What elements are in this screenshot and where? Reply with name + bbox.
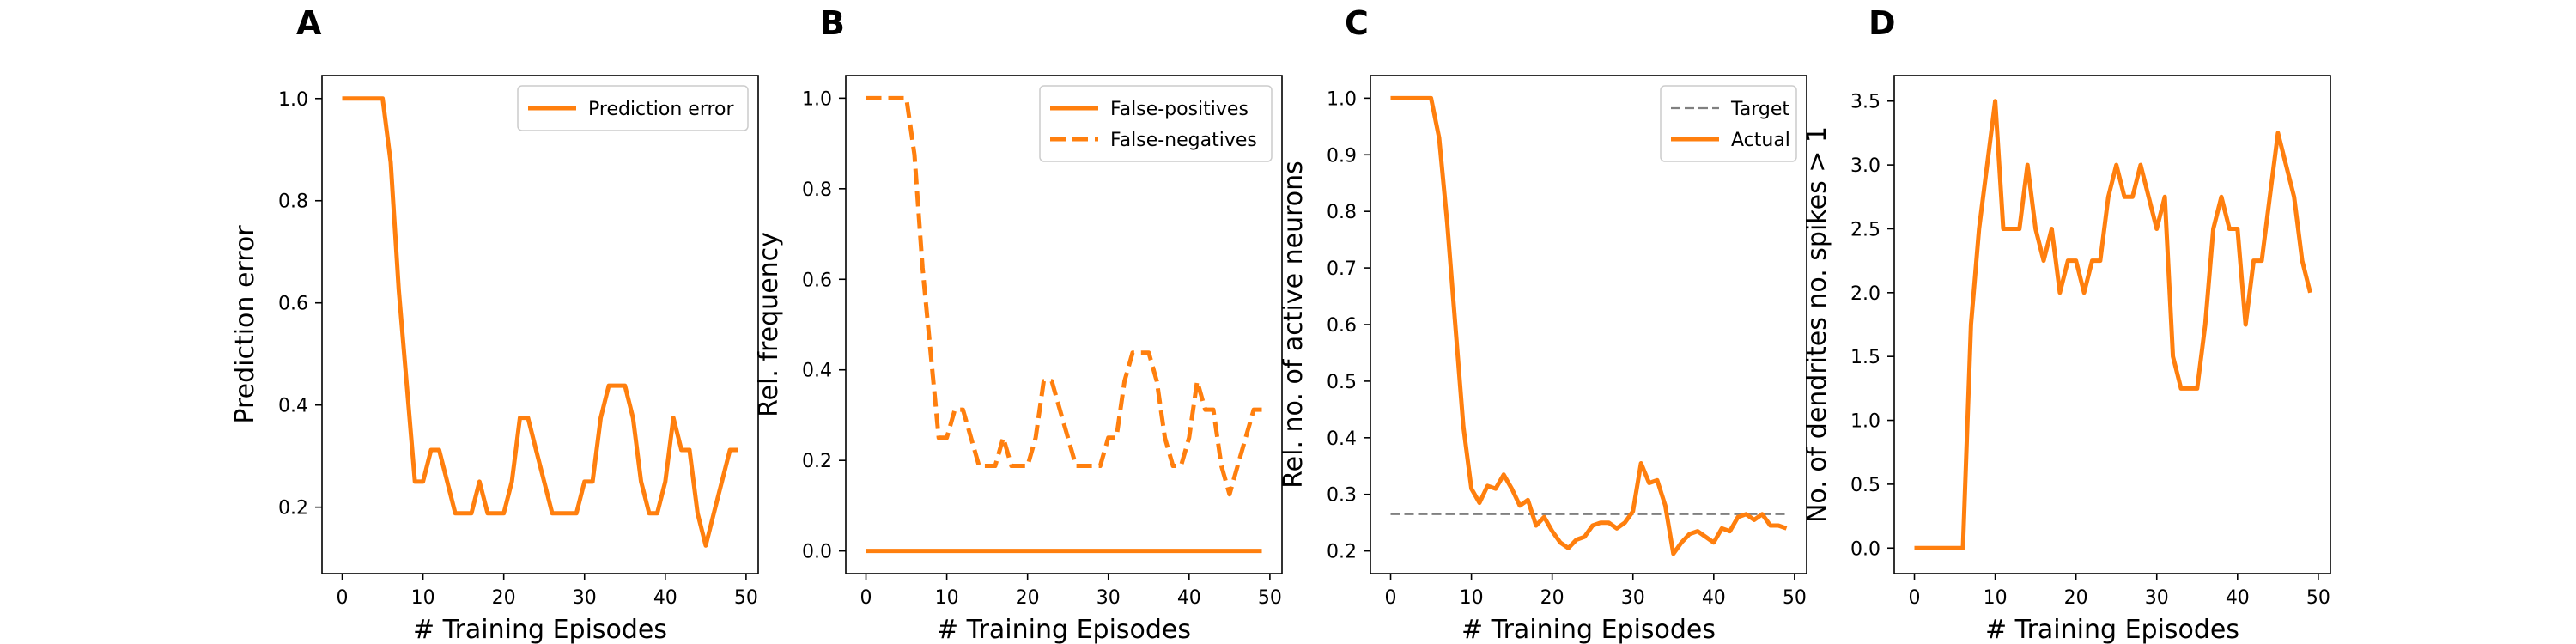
x-tick-label: 40 <box>2226 587 2250 609</box>
y-tick-label: 0.4 <box>1327 428 1357 450</box>
x-tick-label: 0 <box>860 587 872 609</box>
panel-A: A 0 10 20 30 40 50 0.2 0.4 0.6 0.8 1.0 # Training Ep… <box>230 4 759 644</box>
legend-label: False-negatives <box>1110 130 1257 151</box>
axes-frame <box>1893 75 2331 574</box>
y-tick-label: 0.5 <box>1327 372 1357 393</box>
x-tick-label: 0 <box>1385 587 1397 609</box>
legend-frame <box>1660 85 1797 162</box>
panel-D: D 0 10 20 30 40 50 0.0 0.5 1.0 1.5 2.0 2.5 3.0 3.5 # Tr… <box>1802 4 2331 644</box>
x-tick-label: 40 <box>1177 587 1201 609</box>
x-tick-label: 50 <box>734 587 758 609</box>
y-axis-label: Rel. frequency <box>754 232 784 417</box>
y-tick-label: 3.5 <box>1850 92 1880 113</box>
x-axis-label: # Training Episodes <box>1461 615 1716 644</box>
x-tick-label: 0 <box>337 587 349 609</box>
legend: False-positives False-negatives <box>1039 85 1273 162</box>
x-tick-label: 10 <box>1984 587 2008 609</box>
series-line-actual <box>1390 95 1788 556</box>
legend: Target Actual <box>1660 85 1797 162</box>
panel-letter: B <box>820 4 845 42</box>
y-tick-label: 2.5 <box>1850 219 1880 240</box>
y-tick-label: 1.0 <box>1327 88 1357 110</box>
y-tick-label: 0.2 <box>278 498 308 519</box>
y-tick-label: 0.7 <box>1327 258 1357 280</box>
y-tick-label: 0.4 <box>278 396 308 417</box>
x-tick-label: 20 <box>1540 587 1564 609</box>
y-tick-label: 0.4 <box>802 361 832 382</box>
series-line-false-negatives <box>866 95 1262 497</box>
x-tick-label: 10 <box>935 587 959 609</box>
x-tick-label: 40 <box>1702 587 1726 609</box>
x-tick-label: 50 <box>2306 587 2330 609</box>
y-tick-label: 1.5 <box>1850 347 1880 368</box>
x-tick-label: 50 <box>1783 587 1807 609</box>
y-tick-label: 0.6 <box>1327 315 1357 337</box>
y-tick-label: 0.8 <box>1327 202 1357 223</box>
x-tick-label: 50 <box>1258 587 1282 609</box>
x-axis-label: # Training Episodes <box>1985 615 2239 644</box>
panel-letter: D <box>1868 4 1896 42</box>
y-tick-label: 1.0 <box>278 89 308 111</box>
x-tick-label: 40 <box>653 587 677 609</box>
axes-frame <box>845 75 1283 574</box>
x-tick-label: 10 <box>411 587 435 609</box>
y-tick-label: 0.3 <box>1327 485 1357 507</box>
y-tick-label: 1.0 <box>802 88 832 110</box>
y-tick-label: 0.8 <box>278 191 308 213</box>
legend-label: Target <box>1730 99 1789 120</box>
x-tick-label: 10 <box>1460 587 1484 609</box>
y-tick-label: 0.6 <box>802 270 832 291</box>
series-line-prediction-error <box>342 96 738 548</box>
x-axis-label: # Training Episodes <box>413 615 667 644</box>
x-tick-label: 30 <box>1097 587 1121 609</box>
y-tick-label: 0.8 <box>802 179 832 201</box>
legend: Prediction error <box>517 85 749 131</box>
x-tick-label: 20 <box>1016 587 1040 609</box>
x-tick-label: 0 <box>1909 587 1921 609</box>
y-axis-label: No. of dendrites no. spikes > 1 <box>1802 126 1832 523</box>
y-tick-label: 2.0 <box>1850 283 1880 305</box>
y-tick-label: 0.2 <box>802 451 832 472</box>
legend-label: Actual <box>1731 130 1790 151</box>
panel-letter: A <box>296 4 322 42</box>
legend-label: False-positives <box>1110 99 1249 120</box>
legend-frame <box>517 85 749 131</box>
x-tick-label: 30 <box>2145 587 2169 609</box>
y-tick-label: 0.5 <box>1850 475 1880 496</box>
panel-C: C 0 10 20 30 40 50 0.2 0.3 0.4 0.5 0.6 0.7 0.8 0.9 1.0 #… <box>1279 4 1807 644</box>
x-tick-label: 20 <box>2064 587 2088 609</box>
y-tick-label: 0.0 <box>802 542 832 563</box>
y-axis-label: Prediction error <box>230 225 260 424</box>
legend-frame <box>1039 85 1273 162</box>
y-tick-label: 0.9 <box>1327 145 1357 167</box>
x-axis-label: # Training Episodes <box>937 615 1191 644</box>
axes-frame <box>321 75 759 574</box>
panel-letter: C <box>1345 4 1369 42</box>
y-tick-label: 1.0 <box>1850 411 1880 433</box>
y-tick-label: 0.6 <box>278 294 308 315</box>
legend-label: Prediction error <box>588 99 734 120</box>
x-tick-label: 30 <box>1621 587 1645 609</box>
y-tick-label: 3.0 <box>1850 155 1880 177</box>
panel-B: B 0 10 20 30 40 50 0.0 0.2 0.4 0.6 0.8 1.0 # Training… <box>754 4 1283 644</box>
x-tick-label: 30 <box>573 587 597 609</box>
y-tick-label: 0.2 <box>1327 542 1357 563</box>
y-axis-label: Rel. no. of active neurons <box>1279 161 1309 489</box>
x-tick-label: 20 <box>492 587 516 609</box>
y-tick-label: 0.0 <box>1850 538 1880 560</box>
series-line-value <box>1914 99 2312 550</box>
